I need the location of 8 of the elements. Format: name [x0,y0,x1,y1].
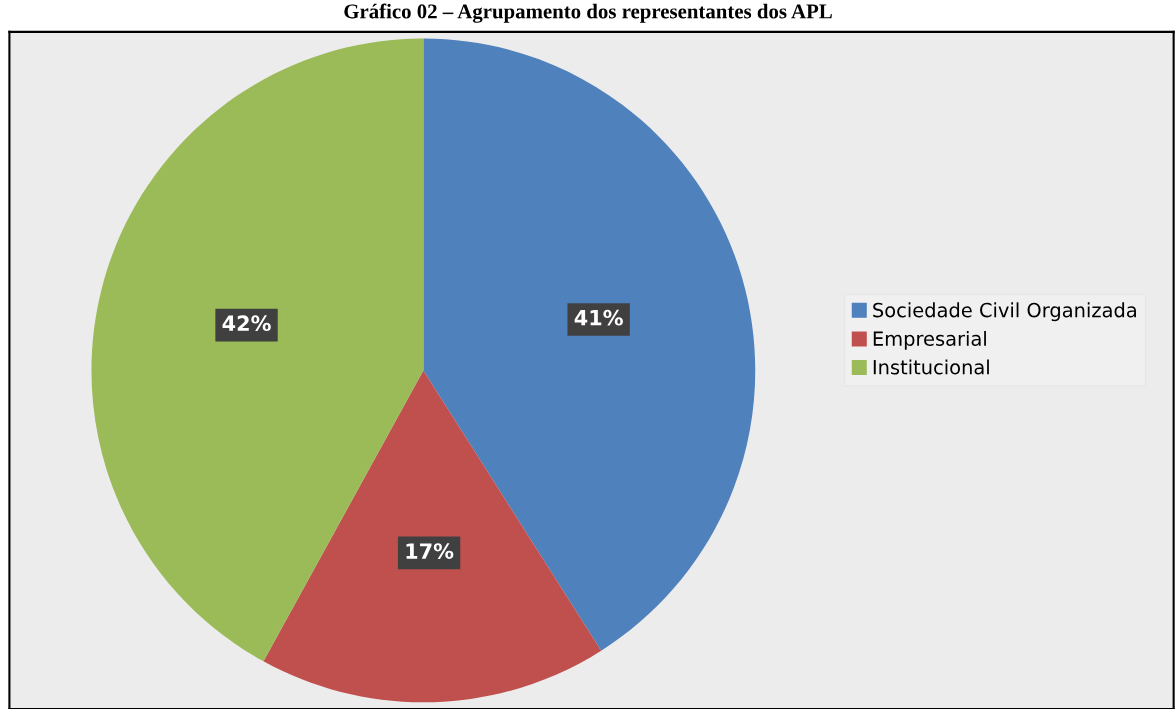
legend-label: Empresarial [873,330,986,350]
data-label: 41% [574,309,623,326]
legend-label: Institucional [873,359,989,375]
data-label: 17% [406,543,454,559]
legend-label: Sociedade Civil Organizada [873,302,1136,322]
data-label: 42% [222,315,271,332]
chart-title: Gráfico 02 – Agrupamento dos representantes dos APL [344,3,832,23]
pie-slice [263,370,602,703]
